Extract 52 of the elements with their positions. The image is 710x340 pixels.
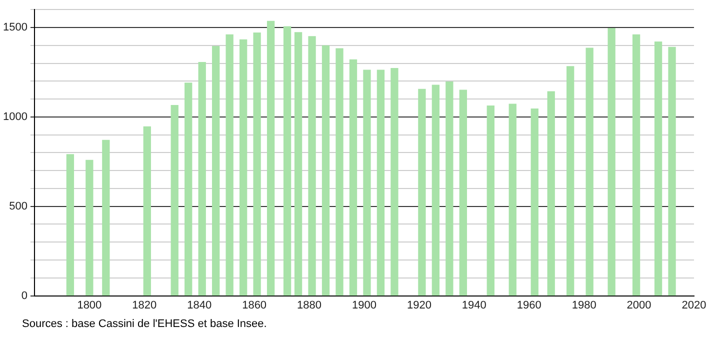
bar — [283, 26, 292, 296]
bar — [198, 62, 206, 296]
bar — [86, 160, 94, 296]
bar — [446, 82, 454, 296]
bar — [459, 90, 467, 296]
bar — [654, 41, 662, 296]
bar — [586, 48, 594, 296]
x-tick-label: 1840 — [187, 299, 212, 312]
x-tick-label: 1920 — [406, 299, 432, 312]
bar — [336, 48, 344, 296]
bar — [376, 70, 385, 296]
bar — [432, 84, 440, 296]
bar — [363, 70, 371, 296]
bar — [418, 88, 426, 296]
bar — [266, 20, 275, 296]
bar — [322, 45, 330, 296]
bar — [143, 126, 151, 296]
x-tick-label: 1940 — [462, 299, 486, 312]
bar — [349, 59, 358, 296]
y-tick-label: 1000 — [2, 110, 28, 123]
y-tick-label: 500 — [9, 200, 28, 212]
bar — [170, 104, 178, 296]
bar — [508, 104, 516, 296]
x-tick-label: 2000 — [626, 299, 652, 312]
bar — [566, 66, 574, 296]
x-tick-label: 1820 — [132, 299, 157, 312]
bar — [530, 108, 538, 296]
bar — [66, 154, 74, 296]
bar — [226, 34, 234, 296]
bar — [184, 82, 192, 296]
bar — [212, 46, 220, 296]
x-tick-label: 2020 — [682, 299, 706, 312]
y-tick-label: 1500 — [2, 22, 28, 34]
bar — [253, 32, 261, 296]
x-tick-label: 1880 — [297, 299, 322, 312]
bar — [239, 39, 248, 296]
bar — [668, 46, 676, 296]
y-tick-label: 0 — [21, 290, 28, 302]
x-tick-label: 1980 — [572, 299, 596, 312]
bar — [547, 91, 555, 296]
x-tick-label: 1960 — [516, 299, 542, 312]
x-tick-label: 1900 — [352, 299, 376, 312]
bar — [390, 68, 398, 296]
bar — [308, 36, 316, 296]
bar — [102, 140, 110, 296]
x-tick-label: 1860 — [242, 299, 267, 312]
bar — [608, 28, 616, 296]
x-tick-label: 1800 — [77, 299, 102, 312]
source-note: Sources : base Cassini de l'EHESS et base Insee. — [22, 318, 267, 330]
bar — [632, 34, 640, 296]
bar — [486, 106, 494, 296]
bar — [294, 32, 302, 296]
